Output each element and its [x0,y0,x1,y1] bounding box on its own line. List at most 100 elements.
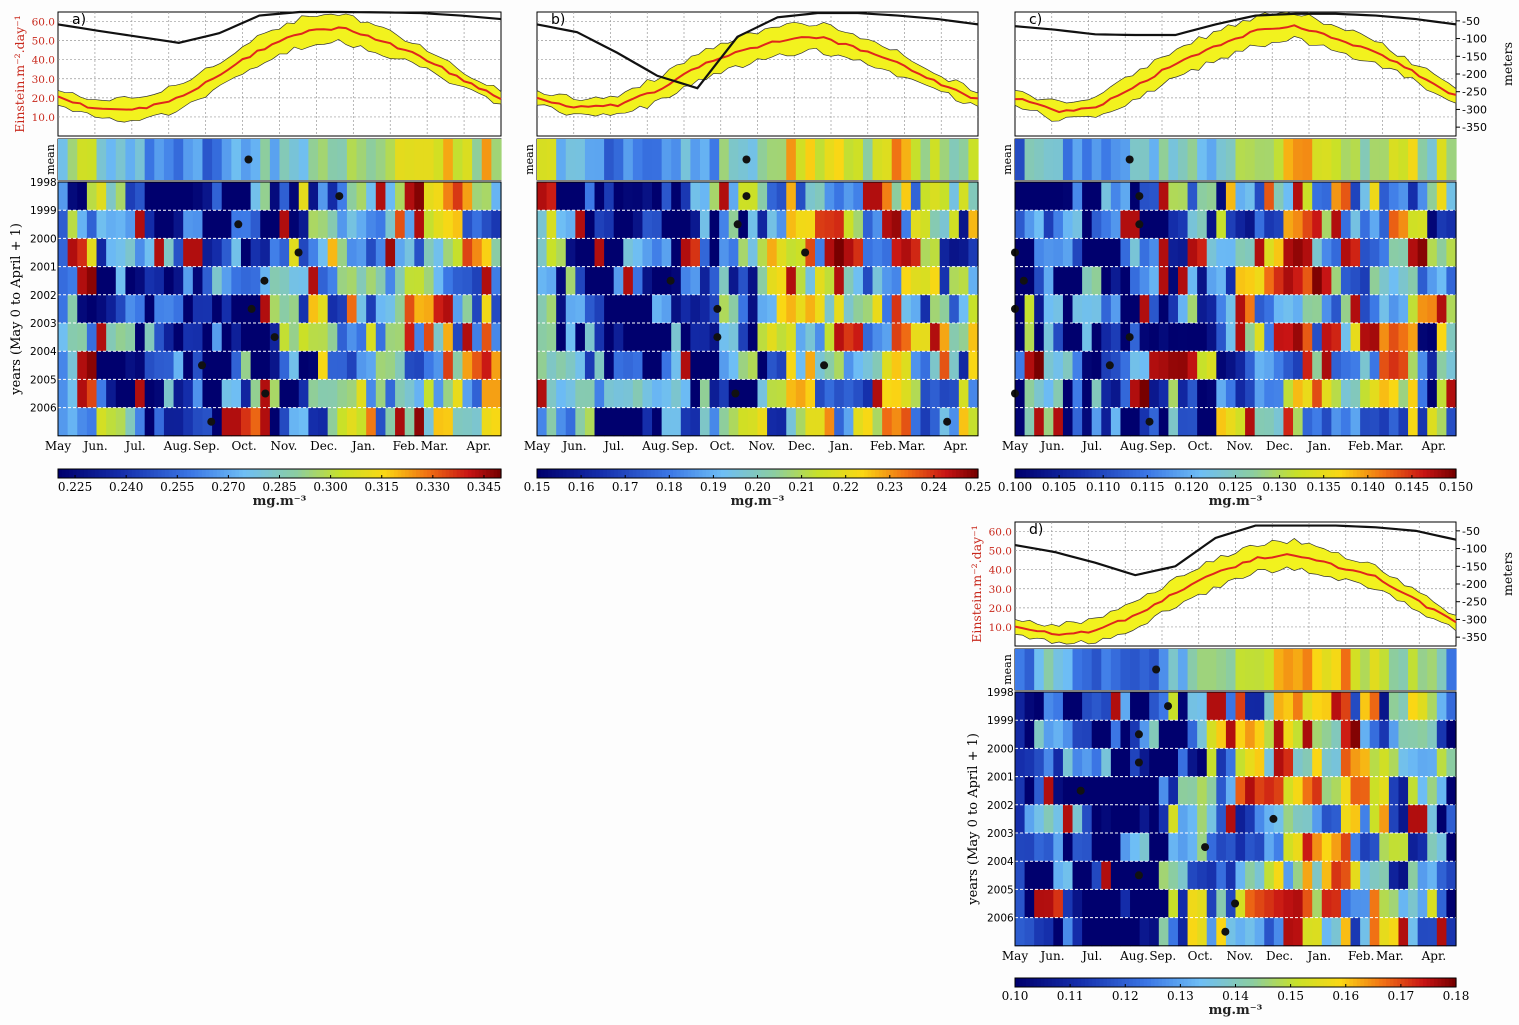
heatmap-cell [1350,323,1361,352]
heatmap-cell [279,182,290,211]
mean-cell [125,139,136,180]
mean-cell [872,139,883,180]
heatmap-cell [423,266,435,296]
heatmap-cell [452,379,464,408]
colorbar-segment [1320,978,1325,987]
heatmap-cell [1379,917,1390,947]
heatmap-cell [192,238,204,267]
heatmap-cell [767,238,778,267]
heatmap-cell [481,323,492,352]
heatmap-cell [613,379,624,408]
heatmap-cell [366,238,377,267]
month-label: Feb. [1348,949,1374,963]
heatmap-cell [404,266,415,296]
heatmap-cell [1082,917,1093,947]
heatmap-cell [1187,294,1198,324]
heatmap-cell [1408,182,1419,211]
heatmap-cell [853,379,864,408]
colorbar-segment [1360,978,1365,987]
heatmap-cell [604,182,615,211]
heatmap-cell [1436,351,1448,380]
heatmap-cell [1302,210,1313,239]
heatmap-cell [1293,351,1304,380]
mean-cell [250,139,261,180]
heatmap-cell [1177,238,1189,267]
heatmap-cell [154,210,165,239]
heatmap-cell [594,182,605,211]
colorbar-segment [368,469,373,478]
heatmap-cell [949,379,960,408]
heatmap-cell [1321,720,1332,749]
heatmap-cell [642,351,653,380]
colorbar-segment [364,469,369,478]
bloom-marker [234,220,243,229]
heatmap-cell [183,351,194,380]
mean-cell [318,139,329,180]
depth-tick-label: -200 [1462,68,1487,81]
mean-cell [546,139,557,180]
heatmap-cell [1216,266,1227,296]
heatmap-cell [1024,210,1035,239]
heatmap-cell [623,182,634,211]
bloom-marker [270,333,279,342]
heatmap-cell [690,351,701,380]
heatmap-cell [356,266,367,296]
colorbar-segment [581,469,586,478]
month-label: Sep. [1149,949,1176,963]
colorbar-segment [1162,469,1167,478]
heatmap-cell [1072,804,1083,834]
heatmap-cell [106,182,117,211]
heatmap-cell [1293,889,1304,918]
mean-cell [1446,139,1457,180]
heatmap-cell [250,210,261,239]
heatmap-cell [1312,407,1323,437]
colorbar-segment [724,469,729,478]
colorbar-segment [709,469,714,478]
heatmap-cell [795,379,807,408]
colorbar-units-label: mg.m⁻³ [1209,1003,1263,1018]
heatmap-cell [537,407,548,437]
heatmap-cell [1235,210,1246,239]
heatmap-cell [366,379,377,408]
depth-axis-label: meters [1500,552,1515,596]
mean-cell [939,139,950,180]
heatmap-cell [1388,692,1400,721]
heatmap-cell [1417,323,1428,352]
heatmap-cell [154,182,165,211]
colorbar-segment [471,469,476,478]
year-label: 2002 [987,800,1014,812]
colorbar-segment [327,469,332,478]
heatmap-cell [1408,379,1419,408]
mean-cell [183,139,194,180]
colorbar-segment [213,469,218,478]
colorbar-segment [955,469,961,478]
colorbar-segment [1106,978,1112,987]
heatmap-cell [834,323,845,352]
colorbar-segment [349,469,354,478]
heatmap-cell [1168,833,1179,862]
heatmap-cell [67,182,78,211]
colorbar-tick-label: 0.25 [965,480,992,494]
colorbar-tick-label: 0.270 [211,480,245,494]
heatmap-cell [1340,351,1352,380]
heatmap-cell [366,266,377,296]
heatmap-cell [1264,692,1275,721]
heatmap-cell [1206,238,1217,267]
heatmap-cell [1350,748,1361,777]
colorbar-segment [139,469,144,478]
heatmap-cell [1053,692,1064,721]
heatmap-cell [1340,776,1352,806]
colorbar-segment [1294,469,1299,478]
heatmap-cell [1043,294,1054,324]
heatmap-cell [930,294,941,324]
heatmap-cell [1053,804,1064,834]
heatmap-cell [1302,407,1313,437]
heatmap-cell [1446,210,1457,239]
heatmap-cell [834,351,845,380]
heatmap-cell [824,266,835,296]
heatmap-cell [1283,182,1294,211]
colorbar-segment [1158,978,1163,987]
mean-cell [815,139,826,180]
heatmap-cell [1254,692,1265,721]
colorbar-segment [617,469,623,478]
